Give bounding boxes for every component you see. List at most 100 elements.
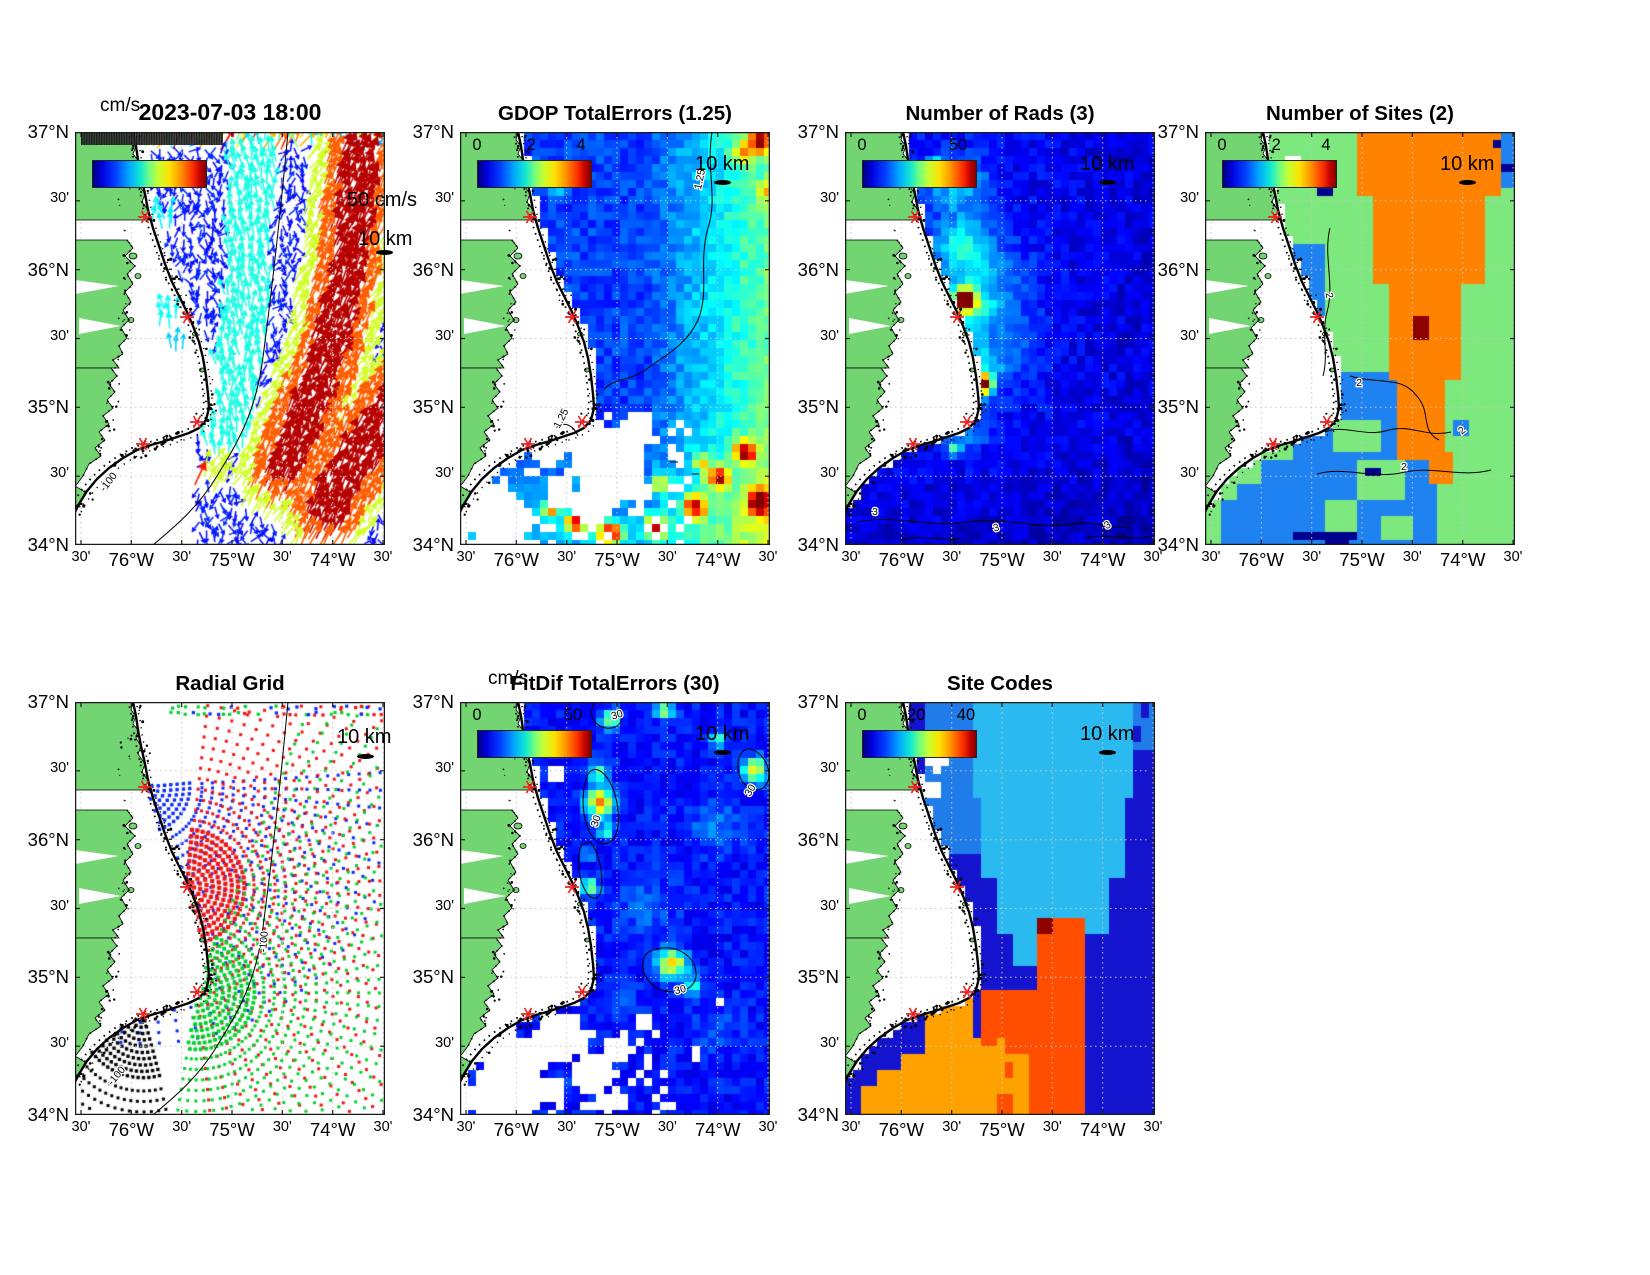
- colorbar-units-label: cm/s: [488, 668, 529, 689]
- panel-number-of-rads: Number of Rads (3) 3 3 3 0 50 10 km 37°N 30'…: [798, 102, 1163, 570]
- contour-line: [856, 519, 1130, 528]
- contour-label: -100: [257, 931, 271, 953]
- latitude-tick-label: 30': [1180, 189, 1199, 206]
- longitude-tick-label: 30': [172, 549, 192, 565]
- colorbar-tick: 50: [948, 136, 968, 154]
- latitude-tick-label: 36°N: [412, 828, 454, 850]
- distance-scale-label: 10 km: [1440, 153, 1495, 175]
- latitude-tick-label: 30': [820, 1035, 839, 1052]
- contour-label: 2: [1401, 461, 1407, 473]
- longitude-tick-label: 30': [557, 549, 577, 565]
- panel-fitdif-total-errors: FitDif TotalErrors (30) 30 30 30 30 0 50 cm/…: [413, 668, 778, 1140]
- contour-line: [1324, 428, 1452, 434]
- longitude-tick-label: 30': [1143, 1119, 1163, 1135]
- latitude-tick-label: 37°N: [797, 121, 839, 142]
- distance-scale-label: 10 km: [337, 726, 392, 748]
- map-overlay: 1.25 1.25: [460, 132, 770, 545]
- contour-line: [670, 461, 699, 475]
- distance-scale-bar: [714, 750, 731, 755]
- latitude-axis-labels: 37°N 30' 36°N 30' 35°N 30' 34°N: [1149, 121, 1201, 555]
- latitude-axis-labels: 37°N 30' 36°N 30' 35°N 30' 34°N: [789, 121, 841, 555]
- distance-scale-bar: [1459, 180, 1476, 185]
- latitude-tick-label: 35°N: [1157, 396, 1199, 418]
- colorbar: [477, 160, 592, 188]
- longitude-tick-label: 75°W: [209, 549, 255, 570]
- longitude-tick-label: 30': [1042, 549, 1062, 565]
- longitude-axis-labels: 30' 76°W 30' 75°W 30' 74°W 30': [457, 549, 778, 575]
- latitude-tick-label: 30': [820, 897, 839, 914]
- colorbar-tick: 0: [472, 136, 482, 154]
- latitude-tick-label: 30': [820, 327, 839, 344]
- latitude-tick-label: 35°N: [797, 966, 839, 988]
- contour-label: 1.25: [551, 407, 571, 431]
- latitude-axis-labels: 37°N 30' 36°N 30' 35°N 30' 34°N: [404, 691, 456, 1125]
- latitude-tick-label: 35°N: [27, 396, 69, 418]
- latitude-tick-label: 37°N: [797, 691, 839, 712]
- contour-label: 2: [1323, 292, 1336, 300]
- contour-label: -100: [97, 470, 119, 494]
- latitude-tick-label: 34°N: [412, 534, 454, 555]
- longitude-tick-label: 30': [657, 1119, 677, 1135]
- latitude-tick-label: 37°N: [27, 121, 69, 142]
- contour-line: [1316, 469, 1492, 476]
- longitude-tick-label: 76°W: [878, 1119, 925, 1140]
- longitude-tick-label: 30': [272, 1119, 292, 1135]
- longitude-tick-label: 75°W: [1339, 549, 1385, 570]
- latitude-tick-label: 35°N: [27, 966, 69, 988]
- panel-number-of-sites: Number of Sites (2) 2 2 2 2 0 2 4 10 km 37°N 3…: [1158, 102, 1523, 570]
- latitude-tick-label: 35°N: [412, 396, 454, 418]
- latitude-tick-label: 30': [50, 897, 69, 914]
- latitude-tick-label: 30': [820, 759, 839, 776]
- colorbar-tick: 0: [1217, 136, 1227, 154]
- longitude-tick-label: 30': [657, 549, 677, 565]
- longitude-tick-label: 74°W: [309, 549, 356, 570]
- contour-label: 2: [1456, 424, 1468, 437]
- latitude-tick-label: 37°N: [1157, 121, 1199, 142]
- distance-scale-bar: [376, 250, 393, 255]
- distance-scale-bar: [357, 754, 374, 759]
- longitude-tick-label: 30': [456, 549, 476, 565]
- latitude-tick-label: 30': [1180, 327, 1199, 344]
- latitude-tick-label: 30': [820, 465, 839, 482]
- contour-line: [578, 841, 603, 899]
- longitude-axis-labels: 30' 76°W 30' 75°W 30' 74°W 30': [842, 1119, 1163, 1145]
- longitude-tick-label: 74°W: [1079, 1119, 1126, 1140]
- longitude-tick-label: 76°W: [878, 549, 925, 570]
- latitude-tick-label: 36°N: [1157, 258, 1199, 280]
- contour-line: [555, 423, 579, 437]
- latitude-tick-label: 34°N: [797, 534, 839, 555]
- latitude-tick-label: 30': [435, 465, 454, 482]
- colorbar: [1222, 160, 1337, 188]
- latitude-tick-label: 30': [435, 1035, 454, 1052]
- panel-title: Site Codes: [947, 672, 1053, 695]
- longitude-tick-label: 30': [758, 1119, 778, 1135]
- longitude-tick-label: 30': [557, 1119, 577, 1135]
- panel-title: Number of Rads (3): [905, 102, 1095, 125]
- colorbar-units-label: cm/s: [100, 95, 141, 116]
- latitude-tick-label: 30': [820, 189, 839, 206]
- colorbar-tick: 20: [907, 706, 926, 724]
- distance-scale-bar: [1099, 180, 1116, 185]
- latitude-axis-labels: 37°N 30' 36°N 30' 35°N 30' 34°N: [19, 121, 71, 555]
- distance-scale-label: 10 km: [1080, 153, 1135, 175]
- contour-label: 30: [589, 814, 604, 829]
- contour-label: 3: [872, 506, 878, 518]
- latitude-tick-label: 30': [435, 189, 454, 206]
- latitude-tick-label: 35°N: [412, 966, 454, 988]
- contour-label: 30: [610, 708, 625, 723]
- contour-line: [642, 947, 697, 993]
- latitude-tick-label: 37°N: [412, 121, 454, 142]
- latitude-tick-label: 35°N: [797, 396, 839, 418]
- longitude-tick-label: 30': [71, 1119, 91, 1135]
- latitude-tick-label: 34°N: [412, 1104, 454, 1125]
- contour-line: [737, 748, 770, 791]
- distance-scale-label: 10 km: [695, 723, 750, 745]
- longitude-tick-label: 76°W: [493, 1119, 540, 1140]
- longitude-tick-label: 74°W: [694, 549, 741, 570]
- panel-radial-grid: Radial Grid -100 -100 10 km 37°N 30' 36°N 30…: [28, 672, 393, 1140]
- colorbar-tick: 0: [857, 706, 867, 724]
- colorbar-tick: 0: [472, 706, 482, 724]
- latitude-axis-labels: 37°N 30' 36°N 30' 35°N 30' 34°N: [19, 691, 71, 1125]
